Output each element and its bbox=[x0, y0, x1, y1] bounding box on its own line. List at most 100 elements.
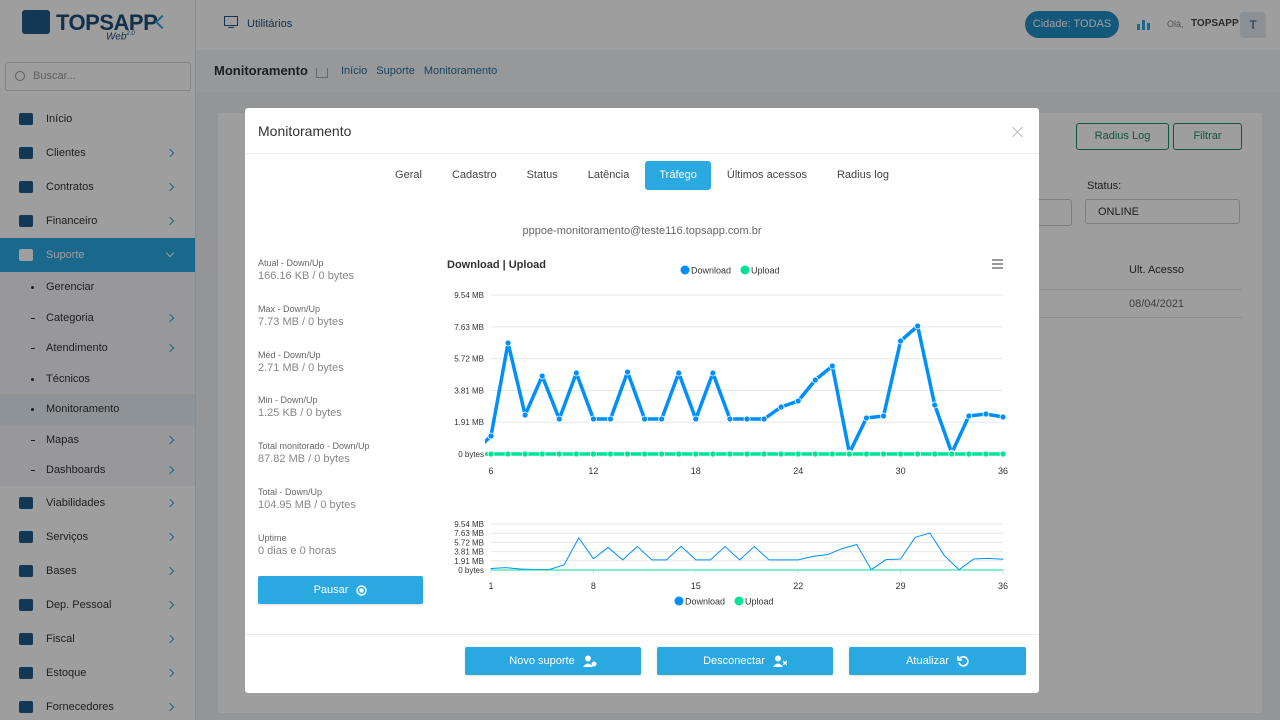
submenu-item[interactable]: Gerenciar bbox=[0, 272, 195, 303]
data-point bbox=[794, 397, 802, 405]
menu-item[interactable]: Dep. Pessoal bbox=[0, 588, 195, 622]
cell: 08/04/2021 bbox=[1129, 298, 1185, 310]
menu-item[interactable]: Clientes bbox=[0, 136, 195, 170]
breadcrumb-item[interactable]: Início bbox=[341, 65, 368, 77]
new-support-button[interactable]: Novo suporte bbox=[465, 647, 641, 675]
tab[interactable]: Últimos acessos bbox=[726, 169, 807, 181]
stats-icon[interactable] bbox=[1137, 18, 1151, 30]
stat-label: Uptime bbox=[258, 532, 287, 543]
data-point bbox=[897, 337, 905, 345]
submenu-item[interactable]: Dashboards bbox=[0, 455, 195, 486]
x-tick-label: 12 bbox=[588, 466, 598, 476]
y-tick-label: 1.91 MB bbox=[454, 557, 484, 566]
tab[interactable]: Geral bbox=[395, 169, 422, 181]
y-tick-label: 9.54 MB bbox=[454, 291, 484, 300]
tab[interactable]: Cadastro bbox=[451, 169, 497, 181]
breadcrumb-item[interactable]: Monitoramento bbox=[423, 65, 498, 77]
y-tick-label: 5.72 MB bbox=[454, 355, 484, 364]
city-button[interactable]: Cidade: TODAS bbox=[1025, 11, 1119, 38]
data-point bbox=[675, 369, 683, 377]
submenu-label: Categoria bbox=[46, 311, 94, 324]
breadcrumb-item[interactable]: Suporte bbox=[376, 65, 415, 77]
dash bbox=[31, 317, 35, 319]
menu-item[interactable]: Estoque bbox=[0, 656, 195, 690]
submenu: Gerenciar Categoria Atendimento Técnicos Mon… bbox=[0, 272, 195, 486]
menu: Início Clientes Contratos Financeiro Suporte… bbox=[0, 102, 195, 720]
submenu-label: Gerenciar bbox=[46, 281, 95, 293]
menu-item[interactable]: Bases bbox=[0, 554, 195, 588]
menu-icon bbox=[19, 249, 33, 261]
tab[interactable]: Radius log bbox=[836, 169, 889, 181]
menu-item[interactable]: Início bbox=[0, 102, 195, 136]
submenu-item[interactable]: Categoria bbox=[0, 303, 195, 334]
data-point bbox=[504, 450, 512, 458]
data-point bbox=[760, 450, 768, 458]
refresh-button[interactable]: Atualizar bbox=[849, 647, 1026, 675]
menu-item[interactable]: Serviços bbox=[0, 520, 195, 554]
data-point bbox=[811, 376, 819, 384]
stat-label: Méd - Down/Up bbox=[258, 349, 321, 360]
menu-item[interactable]: Financeiro bbox=[0, 204, 195, 238]
breadcrumb-bar: Monitoramento Início Suporte Monitoramento bbox=[196, 50, 1280, 92]
menu-item[interactable]: Fornecedores bbox=[0, 690, 195, 720]
data-point bbox=[828, 450, 836, 458]
data-point bbox=[999, 413, 1007, 421]
stat-label: Total monitorado - Down/Up bbox=[258, 441, 370, 452]
radius-log-button[interactable]: Radius Log bbox=[1076, 123, 1169, 150]
data-point bbox=[880, 412, 887, 420]
menu-label: Bases bbox=[46, 564, 77, 577]
submenu-item[interactable]: Atendimento bbox=[0, 333, 195, 364]
legend-label: Upload bbox=[745, 597, 774, 607]
submenu-item[interactable]: Monitoramento bbox=[0, 394, 195, 425]
filter-button[interactable]: Filtrar bbox=[1173, 123, 1242, 150]
menu-item[interactable]: Viabilidades bbox=[0, 486, 195, 520]
tab[interactable]: Tráfego bbox=[645, 161, 711, 190]
legend-item[interactable]: Upload bbox=[734, 596, 774, 607]
disconnect-button[interactable]: Desconectar bbox=[657, 647, 833, 675]
column-header: Ult. Acesso bbox=[1129, 264, 1185, 276]
legend-label: Download bbox=[691, 266, 731, 276]
page-title: Monitoramento bbox=[214, 63, 308, 78]
tab[interactable]: Status bbox=[526, 169, 558, 181]
data-point bbox=[624, 450, 631, 458]
legend-item[interactable]: Upload bbox=[740, 265, 780, 276]
data-point bbox=[641, 415, 649, 423]
button-label: Desconectar bbox=[703, 655, 765, 667]
user-name[interactable]: TOPSAPP bbox=[1191, 18, 1239, 29]
module-name[interactable]: Utilitários bbox=[247, 18, 293, 30]
greeting: Olá, bbox=[1167, 19, 1184, 29]
chart-menu[interactable] bbox=[992, 259, 1003, 269]
connection-login: pppoe-monitoramento@teste116.topsapp.com… bbox=[522, 225, 762, 237]
tab[interactable]: Latência bbox=[587, 169, 630, 181]
legend-item[interactable]: Download bbox=[674, 596, 726, 607]
menu-icon bbox=[19, 530, 33, 543]
home-icon bbox=[316, 68, 328, 78]
stat-value: 0 dias e 0 horas bbox=[258, 544, 337, 557]
menu-label: Estoque bbox=[46, 666, 87, 679]
legend-item[interactable]: Download bbox=[680, 265, 732, 276]
status-select[interactable]: ONLINE bbox=[1085, 199, 1240, 224]
menu-item[interactable]: Suporte bbox=[0, 238, 195, 272]
pause-button[interactable]: Pausar bbox=[258, 576, 423, 604]
submenu-label: Mapas bbox=[46, 433, 80, 446]
close-button[interactable] bbox=[1012, 126, 1024, 138]
avatar[interactable]: T bbox=[1240, 12, 1266, 38]
data-point bbox=[726, 415, 734, 423]
x-tick-label: 6 bbox=[488, 466, 493, 476]
data-point bbox=[811, 450, 819, 458]
menu-icon bbox=[19, 147, 33, 159]
menu-icon bbox=[19, 496, 33, 509]
search-icon bbox=[15, 71, 25, 81]
submenu-item[interactable]: Técnicos bbox=[0, 364, 195, 395]
menu-item[interactable]: Fiscal bbox=[0, 622, 195, 656]
search-box[interactable]: Buscar... bbox=[5, 62, 191, 91]
user-x-icon bbox=[772, 655, 788, 668]
data-point bbox=[794, 450, 802, 458]
legend-marker bbox=[680, 265, 690, 275]
submenu-item[interactable]: Mapas bbox=[0, 425, 195, 456]
data-point bbox=[487, 450, 495, 458]
legend-label: Upload bbox=[751, 266, 780, 276]
menu-item[interactable]: Contratos bbox=[0, 170, 195, 204]
tabs: Geral Cadastro Status Latência Tráfego Último… bbox=[245, 161, 1039, 190]
logo[interactable]: TOPSAPP bbox=[56, 10, 158, 35]
